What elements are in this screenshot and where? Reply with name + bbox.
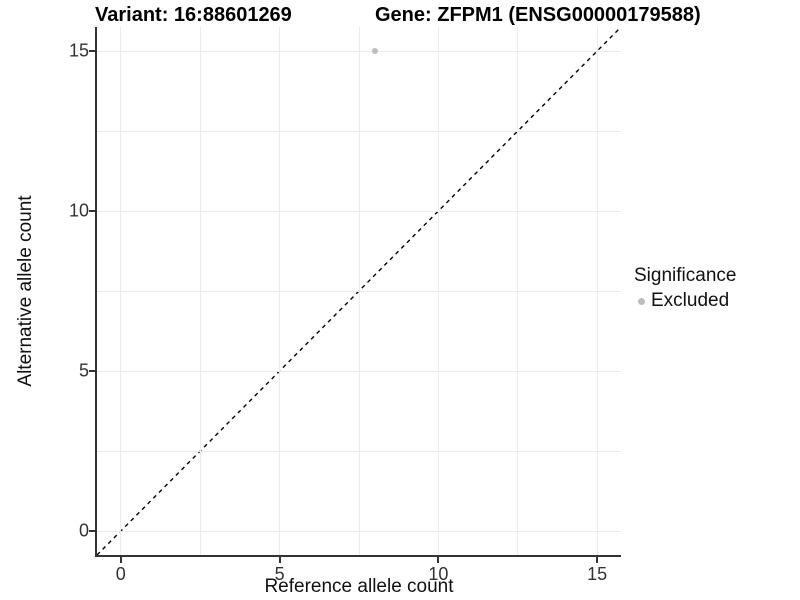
y-axis-title: Alternative allele count	[15, 195, 36, 387]
y-tick-label: 5	[78, 360, 89, 381]
y-gridline	[97, 370, 621, 372]
legend-title: Significance	[634, 265, 737, 286]
y-tick-mark	[89, 210, 95, 212]
plot-panel	[95, 27, 621, 557]
x-tick-mark	[437, 557, 440, 563]
plot-title-gene: Gene: ZFPM1 (ENSG00000179588)	[375, 4, 701, 26]
legend-item-label: Excluded	[651, 290, 730, 311]
y-tick-label: 15	[68, 40, 89, 61]
plot-title-variant: Variant: 16:88601269	[95, 4, 292, 26]
x-tick-label: 0	[115, 564, 126, 584]
y-gridline	[97, 530, 621, 532]
x-tick-mark	[119, 557, 122, 563]
y-gridline	[97, 130, 621, 132]
y-tick-mark	[89, 530, 95, 532]
legend-item: Excluded	[634, 290, 736, 312]
x-tick-label: 15	[587, 564, 608, 584]
x-axis-title: Reference allele count	[264, 576, 454, 597]
data-point	[371, 48, 378, 54]
legend: Significance Excluded	[634, 265, 736, 312]
y-tick-mark	[89, 50, 95, 52]
x-tick-label: 5	[274, 564, 285, 584]
x-tick-mark	[278, 557, 281, 563]
y-tick-mark	[89, 370, 95, 372]
y-gridline	[97, 450, 621, 452]
y-gridline	[97, 210, 621, 212]
y-tick-label: 10	[68, 200, 89, 221]
excluded-dot-icon	[638, 297, 645, 305]
y-tick-label: 0	[78, 520, 89, 541]
y-gridline	[97, 290, 621, 292]
legend-key	[634, 292, 649, 310]
x-tick-mark	[596, 557, 599, 563]
y-gridline	[97, 50, 621, 52]
x-tick-label: 10	[428, 564, 449, 584]
